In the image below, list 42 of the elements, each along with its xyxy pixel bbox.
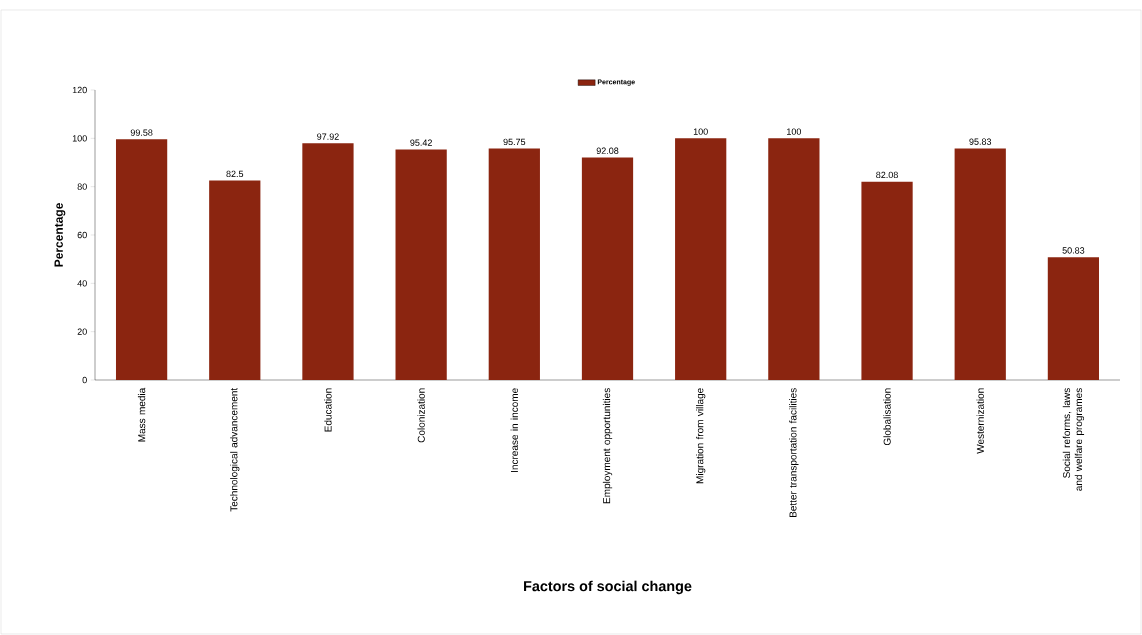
data-label: 95.75 bbox=[503, 138, 526, 146]
bar bbox=[1047, 257, 1100, 380]
bar bbox=[581, 157, 634, 380]
y-tick-label: 100 bbox=[72, 135, 87, 142]
x-tick-label: Mass media bbox=[137, 387, 146, 442]
data-label: 99.58 bbox=[130, 129, 153, 136]
y-tick-label: 20 bbox=[77, 328, 87, 335]
y-tick-label: 60 bbox=[77, 231, 87, 239]
y-tick-label: 120 bbox=[72, 86, 87, 94]
x-tick-label: Better transportation facilities bbox=[789, 388, 799, 518]
x-tick-label: Social reforms, laws and welfare programes bbox=[1062, 388, 1085, 491]
bar bbox=[302, 143, 354, 380]
data-label: 100 bbox=[693, 128, 708, 135]
x-tick-label: Colonization bbox=[417, 388, 425, 443]
data-label: 95.83 bbox=[969, 138, 992, 145]
data-label: 82.5 bbox=[226, 170, 244, 178]
bar bbox=[209, 180, 261, 380]
bar bbox=[861, 181, 913, 380]
x-tick-label: Employment opportunities bbox=[602, 388, 613, 504]
x-axis-title: Factors of social change bbox=[524, 580, 692, 595]
bar bbox=[768, 138, 820, 380]
bar bbox=[488, 148, 540, 380]
y-tick-label: 80 bbox=[77, 183, 87, 190]
y-tick-label: 0 bbox=[82, 376, 87, 384]
x-tick-label: Migration from village bbox=[696, 388, 706, 484]
bar bbox=[395, 149, 447, 380]
x-tick-label: Increase in income bbox=[510, 388, 518, 472]
data-label: 100 bbox=[787, 128, 802, 135]
x-tick-label: Technological advancement bbox=[230, 387, 240, 512]
y-axis-title: Percentage bbox=[54, 203, 66, 267]
x-tick-label: Globalisation bbox=[883, 388, 891, 446]
data-label: 95.42 bbox=[410, 139, 432, 146]
y-tick-label: 40 bbox=[77, 280, 87, 287]
bar bbox=[675, 138, 727, 380]
data-label: 50.83 bbox=[1062, 247, 1085, 254]
data-label: 82.08 bbox=[876, 171, 898, 179]
bar bbox=[115, 139, 168, 380]
data-label: 97.92 bbox=[317, 133, 339, 140]
x-tick-label: Education bbox=[324, 388, 332, 432]
data-label: 92.08 bbox=[596, 147, 619, 154]
bar bbox=[954, 148, 1006, 380]
x-tick-label: Westernization bbox=[976, 388, 984, 454]
